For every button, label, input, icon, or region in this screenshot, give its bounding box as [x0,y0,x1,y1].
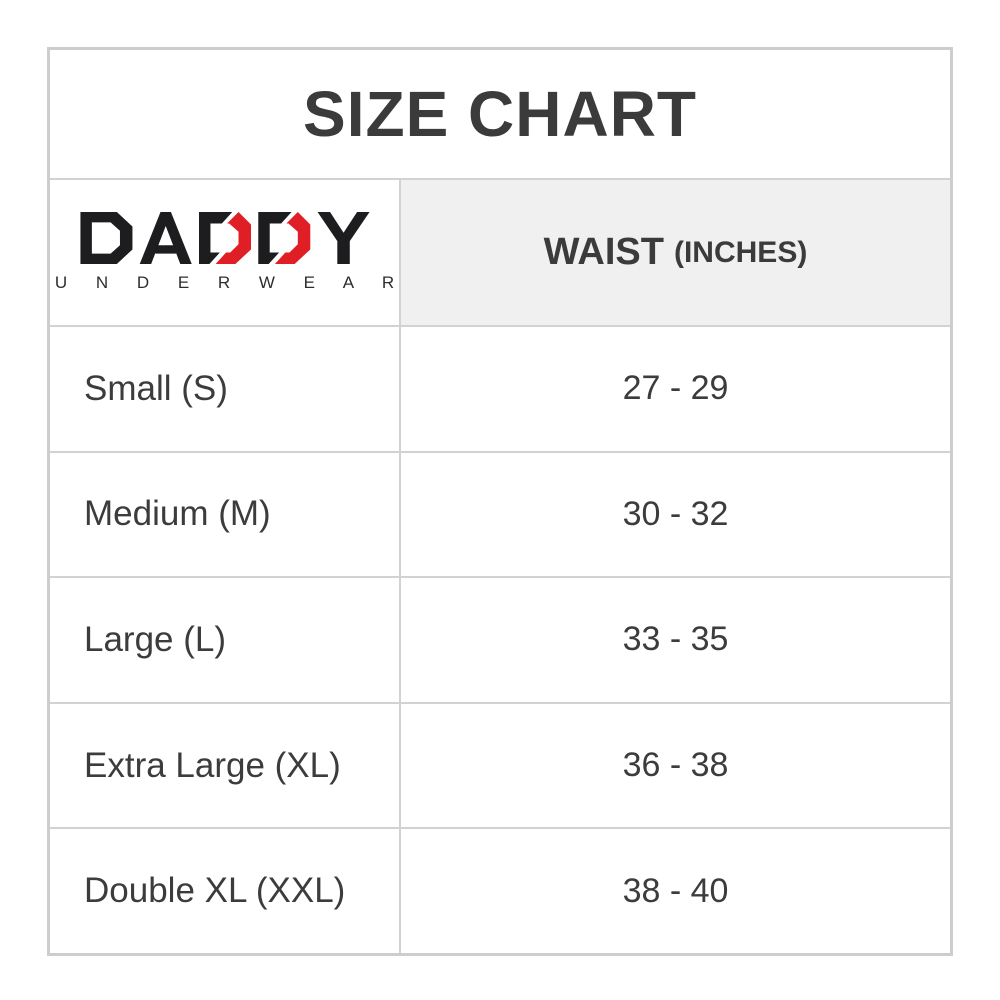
page-title: SIZE CHART [303,78,697,150]
brand-subtitle: U N D E R W E A R [54,273,407,292]
waist-header-label: WAIST [543,231,664,273]
title-row: SIZE CHART [50,50,950,180]
waist-range: 38 - 40 [622,871,729,910]
size-chart-table: SIZE CHART DADDY [47,47,953,956]
size-label: Small (S) [50,327,401,451]
table-row-large: Large (L) 33 - 35 [50,578,950,704]
size-label: Large (L) [50,578,401,702]
table-row-extra-large: Extra Large (XL) 36 - 38 [50,703,950,830]
table-row-small: Small (S) 27 - 29 [50,327,950,453]
waist-header-cell: WAIST (INCHES) [401,180,950,325]
size-label: Medium (M) [50,452,401,577]
brand-cell: DADDY [50,180,401,325]
header-row: DADDY [50,180,950,327]
daddy-logo-icon [79,212,370,264]
size-label: Extra Large (XL) [50,703,401,828]
waist-range: 30 - 32 [622,494,729,533]
waist-range: 27 - 29 [622,369,729,408]
table-row-double-xl: Double XL (XXL) 38 - 40 [50,829,950,953]
table-row-medium: Medium (M) 30 - 32 [50,452,950,579]
size-label: Double XL (XXL) [50,829,401,953]
waist-range: 33 - 35 [622,620,729,659]
waist-header-unit: (INCHES) [673,235,808,269]
waist-range: 36 - 38 [622,746,729,785]
